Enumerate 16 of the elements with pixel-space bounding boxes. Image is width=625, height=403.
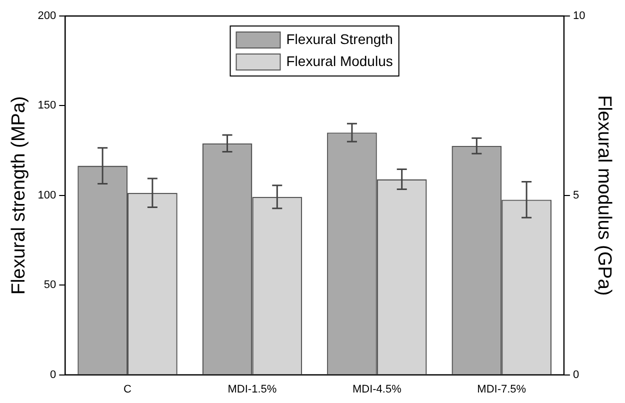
y-tick-label: 200	[38, 10, 56, 22]
x-tick-label: C	[124, 383, 132, 396]
legend-label: Flexural Modulus	[286, 52, 393, 69]
y-tick-label: 100	[38, 189, 56, 202]
x-tick-label: MDI-4.5%	[352, 383, 402, 396]
y-tick-label: 50	[44, 279, 56, 292]
y-axis-title: Flexural strength (MPa)	[8, 96, 30, 295]
y-tick-label: 0	[50, 368, 56, 381]
x-tick-label: MDI-1.5%	[228, 383, 277, 396]
y2-tick-label: 10	[572, 10, 586, 22]
y2-tick-label: 5	[572, 189, 580, 202]
y-tick-label: 150	[38, 100, 56, 112]
y2-axis-title: Flexural modulus (GPa)	[593, 95, 614, 296]
legend-label: Flexural Strength	[286, 30, 393, 47]
x-tick-label: MDI-7.5%	[477, 383, 526, 396]
y2-tick-label: 0	[572, 368, 580, 381]
